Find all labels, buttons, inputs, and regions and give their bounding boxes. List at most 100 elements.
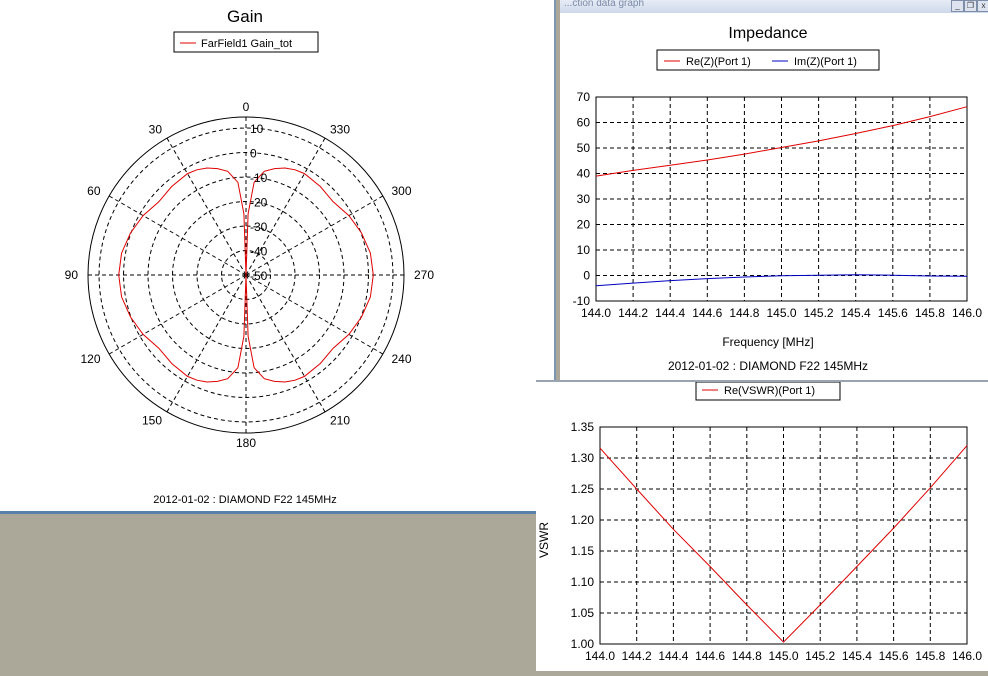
x-tick-label: 145.8: [915, 306, 945, 320]
legend-label-imz: Im(Z)(Port 1): [794, 56, 857, 68]
angle-tick-label: 240: [391, 352, 411, 366]
x-tick-label: 145.0: [768, 649, 798, 663]
angle-tick-label: 0: [243, 100, 250, 114]
window-title: ...ction data graph: [564, 0, 645, 9]
y-tick-label: 1.35: [571, 420, 595, 434]
angle-tick-label: 330: [330, 123, 350, 137]
gain-title: Gain: [227, 7, 263, 26]
angle-tick-label: 60: [87, 184, 101, 198]
y-tick-label: 40: [577, 167, 591, 181]
x-tick-label: 145.2: [805, 649, 835, 663]
legend-label-rez: Re(Z)(Port 1): [686, 56, 751, 68]
x-tick-label: 144.2: [622, 649, 652, 663]
y-tick-label: 1.20: [571, 513, 595, 527]
radial-tick-label: -20: [250, 196, 268, 210]
vswr-grid: [599, 426, 968, 645]
radial-tick-label: -50: [250, 269, 268, 283]
y-tick-label: 1.00: [571, 637, 595, 651]
polar-spoke: [245, 137, 326, 276]
angle-tick-label: 30: [149, 123, 163, 137]
polar-spoke: [245, 274, 384, 355]
impedance-window-titlebar[interactable]: ...ction data graph _ ❐ x: [560, 0, 988, 14]
gain-window[interactable]: Gain FarField1 Gain_tot 0 30 60 90 120 150 180…: [0, 0, 556, 514]
y-tick-label: 50: [577, 141, 591, 155]
impedance-grid: [595, 96, 968, 302]
x-tick-label: 144.8: [729, 306, 759, 320]
impedance-ticks: 144.0 144.2 144.4 144.6 144.8 145.0 145.2 145.4…: [573, 90, 983, 320]
x-tick-label: 144.6: [692, 306, 722, 320]
impedance-chart: Impedance Re(Z)(Port 1) Im(Z)(Port 1) 14…: [573, 25, 983, 373]
gain-polar-chart: Gain FarField1 Gain_tot 0 30 60 90 120 150 180…: [65, 7, 435, 506]
polar-ring: [147, 176, 345, 374]
x-tick-label: 144.4: [655, 306, 685, 320]
radial-tick-label: -40: [250, 245, 268, 259]
impedance-title: Impedance: [728, 25, 807, 42]
x-tick-label: 144.0: [585, 649, 615, 663]
radial-tick-label: 0: [250, 147, 257, 161]
x-tick-label: 144.6: [695, 649, 725, 663]
imz-trace: [595, 274, 968, 287]
y-tick-label: 10: [577, 243, 591, 257]
vswr-trace: [599, 445, 968, 643]
y-tick-label: 30: [577, 192, 591, 206]
y-tick-label: 1.15: [571, 544, 595, 558]
vswr-ticks: 144.0 144.2 144.4 144.6 144.8 145.0 145.2 145.4…: [571, 420, 983, 663]
vswr-window[interactable]: Re(VSWR)(Port 1) VSWR 144.0 144.2 144.4 144…: [536, 380, 988, 671]
gain-footer: 2012-01-02 : DIAMOND F22 145MHz: [153, 494, 336, 506]
polar-spoke: [166, 274, 247, 413]
polar-ring: [196, 225, 296, 325]
x-tick-label: 144.2: [618, 306, 648, 320]
x-tick-label: 146.0: [952, 649, 982, 663]
vswr-ylabel: VSWR: [537, 522, 551, 558]
angle-tick-label: 90: [65, 268, 79, 282]
polar-ring: [98, 127, 394, 423]
polar-spoke: [166, 137, 247, 276]
angle-tick-label: 300: [391, 184, 411, 198]
angle-tick-label: 210: [330, 413, 350, 427]
x-tick-label: 145.6: [878, 306, 908, 320]
polar-spoke: [245, 195, 384, 276]
x-tick-label: 145.4: [842, 649, 872, 663]
x-tick-label: 144.4: [658, 649, 688, 663]
x-tick-label: 144.8: [732, 649, 762, 663]
rez-trace: [595, 106, 968, 177]
angle-tick-label: 180: [236, 436, 256, 450]
gain-legend-box: [173, 31, 319, 53]
y-tick-label: 20: [577, 218, 591, 232]
y-tick-label: 1.10: [571, 575, 595, 589]
radial-tick-label: 10: [250, 122, 264, 136]
x-tick-label: 145.8: [915, 649, 945, 663]
close-button[interactable]: x: [977, 0, 988, 12]
polar-spoke: [108, 195, 247, 276]
y-tick-label: 1.25: [571, 482, 595, 496]
x-tick-label: 146.0: [952, 306, 982, 320]
x-tick-label: 145.2: [804, 306, 834, 320]
vswr-legend-label: Re(VSWR)(Port 1): [724, 385, 815, 397]
angle-tick-label: 270: [414, 268, 434, 282]
y-tick-label: 1.05: [571, 606, 595, 620]
polar-spoke: [108, 274, 247, 355]
gain-legend-label: FarField1 Gain_tot: [201, 38, 292, 50]
gain-trace: [118, 167, 374, 383]
x-tick-label: 144.0: [581, 306, 611, 320]
restore-button[interactable]: ❐: [964, 0, 977, 12]
y-tick-label: -10: [573, 294, 591, 308]
polar-labels: 0306090120150180210240270300330100-10-20…: [65, 100, 435, 450]
impedance-legend-box: [656, 49, 880, 71]
y-tick-label: 60: [577, 116, 591, 130]
polar-grid: [87, 116, 405, 434]
x-tick-label: 145.0: [766, 306, 796, 320]
y-tick-label: 1.30: [571, 451, 595, 465]
impedance-footer: 2012-01-02 : DIAMOND F22 145MHz: [668, 359, 868, 373]
impedance-xlabel: Frequency [MHz]: [722, 335, 813, 349]
x-tick-label: 145.4: [841, 306, 871, 320]
impedance-window[interactable]: Impedance Re(Z)(Port 1) Im(Z)(Port 1) 14…: [560, 13, 988, 380]
vswr-chart: Re(VSWR)(Port 1) VSWR 144.0 144.2 144.4 144…: [537, 381, 983, 663]
polar-spoke: [245, 274, 326, 413]
angle-tick-label: 120: [80, 352, 100, 366]
radial-tick-label: -10: [250, 171, 268, 185]
angle-tick-label: 150: [142, 413, 162, 427]
minimize-button[interactable]: _: [951, 0, 964, 12]
x-tick-label: 145.6: [879, 649, 909, 663]
vswr-legend-box: [695, 381, 841, 401]
